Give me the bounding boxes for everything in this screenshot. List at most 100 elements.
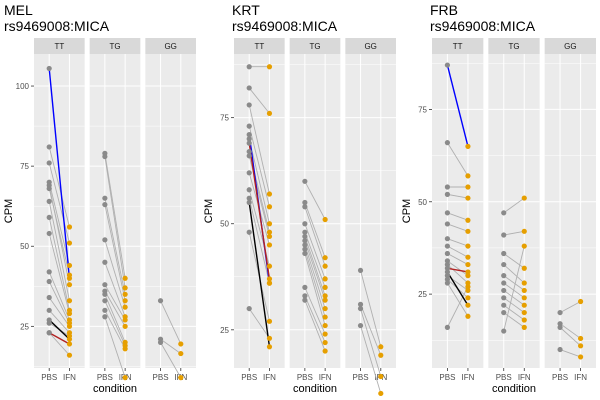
pair-line	[104, 204, 126, 301]
ifn-point	[521, 309, 527, 316]
ifn-point	[521, 265, 527, 271]
chart-subtitle: rs9469008:MICA	[232, 18, 338, 34]
y-tick-label: 75	[418, 105, 427, 114]
ifn-point	[266, 221, 273, 227]
ifn-point	[66, 336, 73, 342]
pbs-point	[46, 230, 52, 237]
ifn-point	[66, 262, 73, 269]
x-axis-title: condition	[93, 383, 137, 395]
pair-line	[447, 260, 469, 277]
ifn-point	[521, 228, 527, 234]
ifn-point	[266, 191, 273, 197]
pair-line	[304, 299, 326, 352]
pbs-point	[444, 221, 450, 227]
pair-line	[503, 253, 525, 269]
ifn-point	[122, 275, 128, 281]
pbs-point	[444, 258, 450, 264]
pbs-point	[444, 62, 450, 68]
x-tick-label: PBS	[297, 373, 313, 382]
pair-line	[104, 239, 126, 308]
pair-line	[559, 349, 581, 358]
pbs-point	[444, 236, 450, 242]
ifn-point	[322, 339, 328, 346]
facet-strip-label: GG	[164, 42, 176, 51]
ifn-point	[465, 173, 471, 179]
y-tick-label: 50	[20, 242, 29, 251]
facet-strip	[234, 38, 285, 54]
pair-line	[360, 308, 382, 377]
pbs-point	[302, 297, 308, 303]
ifn-point	[322, 348, 328, 354]
ifn-point	[465, 261, 471, 268]
facet-panel	[345, 54, 396, 368]
pbs-point	[302, 221, 308, 227]
ifn-point	[122, 304, 128, 310]
ifn-point	[122, 375, 128, 381]
pair-line	[360, 304, 382, 356]
pair-line	[104, 198, 126, 295]
pair-line	[304, 249, 326, 318]
ifn-point	[465, 287, 471, 294]
ifn-point	[266, 204, 273, 210]
pair-line	[104, 156, 126, 288]
pair-line	[104, 300, 126, 346]
pair-line	[48, 185, 70, 285]
ifn-point	[266, 318, 273, 324]
facet-strip-label: TG	[508, 42, 519, 51]
x-tick-label: PBS	[439, 373, 455, 382]
pbs-point	[557, 309, 563, 316]
pair-line	[503, 290, 525, 306]
ifn-point	[266, 276, 273, 282]
ifn-point	[266, 335, 273, 341]
x-axis-title: condition	[492, 383, 536, 395]
pbs-point	[302, 199, 308, 206]
x-tick-label: IFN	[518, 373, 531, 382]
pair-line	[248, 126, 270, 207]
pbs-point	[501, 250, 507, 257]
pair-line	[503, 264, 525, 284]
pbs-point	[246, 123, 252, 129]
pair-line	[104, 153, 126, 279]
ifn-point	[521, 280, 527, 286]
pbs-point	[46, 198, 52, 204]
ifn-point	[378, 344, 384, 350]
pair-line	[160, 300, 182, 345]
ifn-point	[66, 240, 73, 246]
pair-line-black	[48, 319, 70, 340]
pbs-point	[557, 321, 563, 327]
pbs-point	[246, 199, 252, 206]
pbs-point	[302, 246, 308, 252]
facet-strip-label: TG	[109, 42, 120, 51]
y-axis-title: CPM	[401, 199, 413, 223]
ifn-point	[378, 390, 384, 397]
ifn-point	[66, 323, 73, 329]
pbs-point	[302, 204, 308, 210]
ifn-point	[322, 314, 328, 320]
facet-tt: TT PBS IFN	[34, 38, 85, 382]
ifn-point	[578, 298, 584, 305]
facet-strip	[544, 38, 596, 54]
ifn-point	[66, 341, 73, 347]
pbs-point	[102, 259, 108, 265]
pbs-point	[102, 298, 108, 304]
pair-line	[160, 342, 182, 378]
ifn-point	[266, 64, 273, 70]
pair-line	[48, 271, 70, 321]
ifn-point	[266, 233, 273, 240]
pair-line	[447, 245, 469, 258]
pair-line	[447, 264, 469, 284]
pair-line	[447, 238, 469, 247]
pbs-point	[46, 269, 52, 275]
pair-line	[248, 104, 270, 195]
pbs-point	[246, 170, 252, 176]
x-tick-label: PBS	[353, 373, 369, 382]
pair-line-red	[447, 267, 469, 273]
y-tick-label: 100	[16, 82, 30, 91]
chart-title: FRB	[430, 2, 458, 18]
pair-line	[447, 142, 469, 177]
pbs-point	[102, 201, 108, 208]
ifn-point	[521, 295, 527, 301]
facet-strip	[432, 38, 484, 54]
